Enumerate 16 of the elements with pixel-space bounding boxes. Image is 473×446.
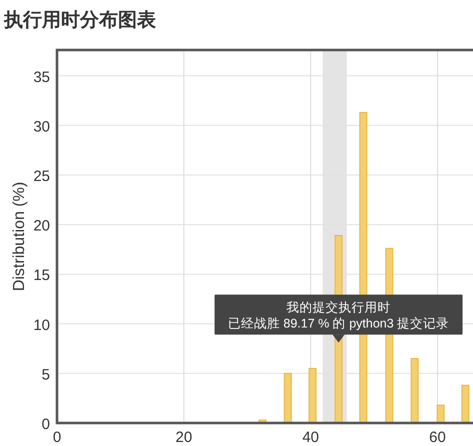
x-tick-label: 20 bbox=[175, 429, 192, 446]
y-tick-label: 25 bbox=[33, 168, 50, 185]
y-tick-label: 0 bbox=[42, 416, 50, 433]
y-tick-label: 10 bbox=[33, 316, 50, 334]
y-tick-label: 30 bbox=[33, 118, 50, 136]
y-tick-label: 5 bbox=[42, 366, 50, 384]
annotation: 我的提交执行用时 bbox=[286, 300, 391, 315]
y-tick-label: 35 bbox=[33, 68, 50, 86]
chart-title: 执行用时分布图表 bbox=[3, 9, 157, 31]
x-tick-label: 0 bbox=[52, 429, 62, 446]
y-axis-title: Distribution (%) bbox=[11, 182, 28, 292]
x-tick-label: 60 bbox=[429, 429, 446, 446]
annotation: 已经战胜 89.17 % 的 python3 提交记录 bbox=[228, 316, 450, 331]
x-tick-label: 40 bbox=[302, 429, 319, 446]
y-tick-label: 20 bbox=[33, 218, 50, 235]
y-tick-label: 15 bbox=[33, 267, 50, 284]
